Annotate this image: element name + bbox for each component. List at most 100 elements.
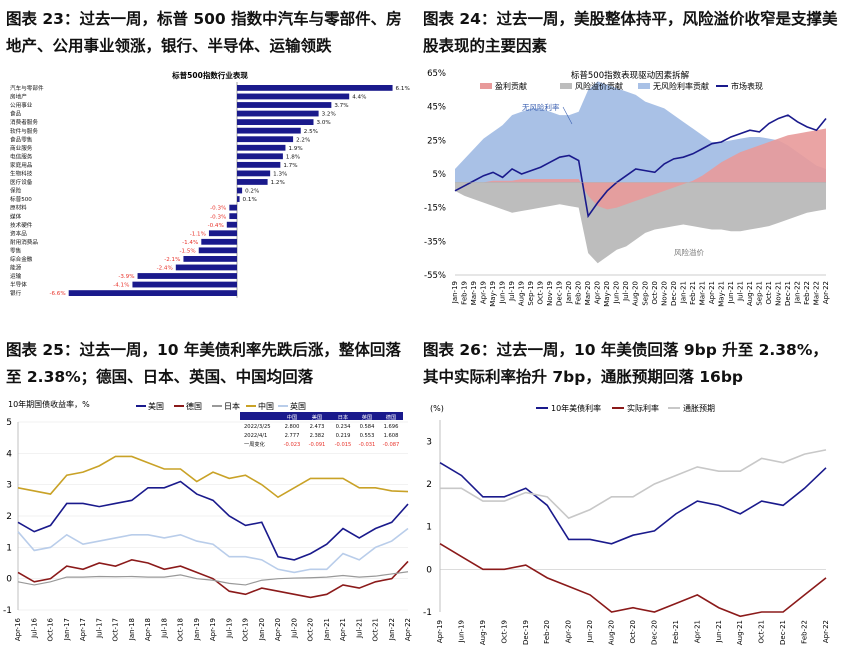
chart23-bar (237, 153, 283, 160)
chart26-x-tick: Jun-19 (457, 620, 465, 643)
chart23-bar (237, 196, 240, 202)
chart25-line-series (17, 455, 409, 499)
chart24-legend-swatch (560, 83, 572, 89)
chart25-table-cell: 1.608 (384, 433, 399, 439)
chart26-y-tick: 2 (426, 480, 432, 490)
chart23-bar (237, 102, 332, 108)
chart26-x-tick: Dec-20 (650, 620, 658, 645)
chart23-bar (229, 213, 237, 220)
chart23-bar (132, 281, 237, 288)
chart24-x-tick: Aug-20 (632, 281, 640, 306)
chart25-legend-label: 英国 (290, 401, 306, 411)
chart25-legend-label: 美国 (148, 401, 164, 411)
chart25-x-tick: Jul-20 (290, 618, 298, 639)
chart26-y-tick: 3 (426, 437, 432, 447)
chart25-x-tick: Jul-18 (160, 618, 168, 639)
chart24-annotation: 无风险利率 (522, 102, 560, 112)
chart23-value-label: -2.1% (164, 257, 180, 263)
chart26-x-tick: Feb-22 (801, 620, 809, 644)
chart23-value-label: 6.1% (396, 86, 410, 92)
chart25-x-tick: Jan-20 (258, 618, 266, 641)
chart24-x-tick: Apr-21 (708, 281, 716, 304)
chart25-x-tick: Jan-18 (128, 618, 136, 641)
chart23-bar (229, 204, 237, 211)
chart23-value-label: 3.2% (322, 112, 336, 118)
chart23-bar (237, 127, 301, 134)
chart25-table-cell: 2.777 (285, 433, 300, 439)
chart25-x-tick: Jul-21 (355, 618, 363, 639)
chart26-x-tick: Oct-21 (758, 620, 766, 644)
chart24-area-riskpremium (455, 182, 826, 264)
chart23-category-label: 能源 (10, 264, 22, 272)
chart26-x-tick: Jun-21 (715, 620, 723, 643)
chart25-x-tick: Apr-17 (79, 618, 87, 641)
chart26-x-tick: Aug-19 (479, 620, 487, 645)
chart24-x-tick: Oct-21 (765, 281, 773, 305)
chart24-title: 标普500指数表现驱动因素拆解 (571, 70, 690, 81)
chart23-category-label: 电信服务 (10, 152, 33, 160)
chart23-value-label: -6.6% (49, 291, 65, 297)
chart23-category-label: 消费者服务 (10, 118, 38, 126)
chart25-x-tick: Oct-20 (307, 618, 315, 642)
chart23-value-label: -1.1% (190, 231, 206, 237)
chart24-x-tick: Feb-21 (689, 281, 697, 305)
chart23-value-label: 1.8% (286, 154, 300, 160)
chart23-category-label: 软件与服务 (10, 127, 38, 135)
chart23-value-label: 4.4% (352, 95, 366, 101)
chart24-y-tick: 25% (427, 136, 446, 146)
chart25-x-tick: Jan-17 (63, 618, 71, 641)
chart24-x-tick: Mar-22 (812, 281, 820, 305)
chart26-legend-label: 实际利率 (627, 403, 659, 413)
chart26-x-tick: Apr-19 (436, 620, 444, 643)
chart25-table-header: 中国 (287, 413, 297, 421)
chart26-x-tick: Aug-20 (608, 620, 616, 645)
chart25-table-cell: -0.031 (359, 442, 376, 448)
chart23-category-label: 生物科技 (10, 170, 33, 178)
chart24-x-tick: May-21 (717, 281, 725, 307)
chart23-value-label: 3.7% (334, 103, 348, 109)
chart24-x-tick: Oct-20 (651, 281, 659, 305)
chart25-y-tick: 5 (6, 418, 12, 428)
chart26-x-tick: Dec-19 (522, 620, 530, 645)
chart25-legend-label: 德国 (186, 401, 202, 411)
chart24-x-tick: Jan-22 (793, 281, 801, 304)
chart26-x-tick: Apr-22 (822, 620, 830, 643)
chart23-value-label: -2.4% (157, 266, 173, 272)
chart23-bar (175, 264, 237, 271)
chart25-y-tick: 0 (6, 575, 12, 585)
chart25-table-header: 美国 (312, 413, 322, 421)
chart23-bar (201, 238, 237, 245)
chart25-legend-label: 日本 (224, 401, 240, 411)
chart24-x-tick: Dec-21 (784, 281, 792, 306)
chart24-legend-swatch (638, 83, 650, 89)
chart23-category-label: 半导体 (10, 281, 27, 289)
chart23-category-label: 银行 (10, 289, 22, 297)
chart23-value-label: -0.3% (210, 206, 226, 212)
panel-title-24: 图表 24：过去一周，美股整体持平，风险溢价收窄是支撑美股表现的主要因素 (423, 10, 838, 55)
chart23-bar (237, 136, 294, 143)
chart23-bar (68, 290, 237, 296)
chart23-value-label: 1.2% (271, 180, 285, 186)
chart24-x-tick: Apr-22 (822, 281, 830, 304)
chart25-x-tick: Apr-20 (274, 618, 282, 641)
panel-title-23: 图表 23：过去一周，标普 500 指数中汽车与零部件、房地产、公用事业领涨，银… (6, 10, 402, 55)
chart24-legend-label: 无风险利率贡献 (653, 81, 709, 91)
chart24-x-tick: Jan-20 (565, 281, 573, 304)
chart25-line-series (17, 480, 409, 561)
chart24-x-tick: Dec-19 (556, 281, 564, 306)
chart23-category-label: 汽车与零部件 (10, 84, 44, 92)
chart24-x-tick: Mar-20 (584, 281, 592, 305)
chart23-category-label: 耐用消费品 (10, 238, 38, 246)
chart24-legend-label: 市场表现 (731, 81, 763, 91)
chart23-bar (237, 161, 281, 168)
chart24-legend-swatch (480, 83, 492, 89)
chart25-x-tick: Oct-16 (47, 617, 55, 641)
chart24-x-tick: Mar-19 (470, 281, 478, 305)
chart26-legend-label: 10年美债利率 (551, 403, 601, 413)
chart24-x-tick: Jul-20 (622, 281, 630, 302)
chart23-value-label: -0.3% (210, 214, 226, 220)
chart24-x-tick: Jun-19 (499, 281, 507, 304)
chart24-y-tick: 5% (433, 170, 447, 180)
chart25-y-tick: -1 (3, 606, 12, 616)
